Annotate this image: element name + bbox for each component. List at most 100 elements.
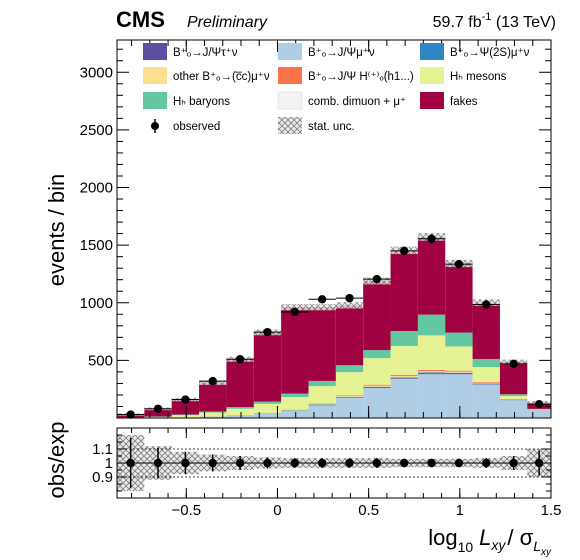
legend-label-fakes: fakes (450, 96, 478, 108)
bar-hb_baryons (363, 350, 391, 359)
main-axes: 500 1000 1500 2000 2500 3000 (80, 39, 552, 419)
bar-hb_mesons (390, 345, 418, 375)
x-tick-label: 1.5 (541, 502, 562, 519)
bar-fakes (335, 305, 364, 366)
luminosity-label: 59.7 fb-1 (13 TeV) (433, 11, 556, 31)
bar-bc_jpsi_mu (308, 405, 336, 418)
bar-bc_psi2s_mu (335, 396, 364, 398)
legend-label-observed: observed (173, 121, 220, 133)
observed-point (181, 395, 190, 404)
main-frame (116, 39, 552, 419)
observed-point (290, 307, 299, 317)
y-tick-label: 2500 (80, 122, 113, 139)
ratio-point (427, 458, 436, 468)
bar-hb_baryons (171, 414, 200, 416)
bar-bc_jpsi_mu (199, 416, 227, 418)
ratio-y-tick-label: 1 (105, 455, 113, 472)
observed-point (126, 410, 135, 419)
bar-hb_baryons (253, 401, 282, 404)
observed-point (345, 293, 354, 303)
ratio-point (208, 458, 217, 468)
observed-point (208, 376, 217, 386)
bar-bc_psi2s_mu (390, 377, 418, 379)
observed-point (482, 300, 491, 309)
bar-fakes (308, 307, 336, 381)
bar-fakes (472, 302, 500, 359)
bar-hb_mesons (363, 358, 391, 385)
bar-other_bc (417, 371, 446, 373)
bar-bc_jpsi_mu (445, 374, 473, 418)
bar-bc_jpsi_hc (417, 369, 446, 372)
y-tick-label: 500 (88, 352, 113, 369)
legend-label-hb_baryons: Hₕ baryons (173, 96, 230, 108)
legend-label-stat: stat. unc. (308, 121, 355, 133)
legend-swatch-fakes (420, 92, 444, 109)
x-tick-label: 0 (273, 502, 281, 519)
bar-hb_baryons (499, 394, 528, 396)
ratio-point (290, 458, 299, 468)
bar-hb_mesons (226, 408, 254, 416)
ratio-point (400, 458, 409, 468)
observed-point (400, 246, 409, 256)
bar-bc_jpsi_mu (527, 410, 551, 418)
bar-hb_mesons (527, 409, 551, 411)
observed-point (235, 355, 245, 364)
observed-point (263, 327, 272, 337)
bar-bc_jpsi_mu (499, 400, 528, 418)
legend-swatch-other_bc (143, 67, 167, 84)
bar-hb_mesons (144, 416, 172, 418)
bar-bc_jpsi_mu (390, 378, 418, 418)
bar-other_bc (363, 385, 391, 387)
legend-label-bc_jpsi_tau: B⁺ₒ→J/Ψτ⁺ν (173, 47, 238, 59)
observed-point (534, 399, 544, 409)
ratio-point (263, 458, 272, 468)
ratio-point (534, 458, 544, 468)
status-label: Preliminary (187, 14, 268, 31)
bar-bc_jpsi_mu (417, 374, 446, 418)
ratio-point (345, 458, 354, 468)
bar-hb_baryons (281, 393, 309, 398)
bar-bc_jpsi_mu (363, 388, 391, 418)
bar-bc_jpsi_mu (472, 384, 500, 418)
bar-bc_jpsi_mu (281, 411, 309, 418)
bar-bc_psi2s_mu (417, 372, 446, 374)
stacked-histogram (117, 236, 551, 418)
x-tick-label: 1 (456, 502, 464, 519)
observed-points (117, 234, 551, 419)
legend-marker-point (151, 122, 159, 130)
ratio-point (126, 458, 135, 468)
ratio-y-tick-label: 0.9 (92, 469, 113, 486)
experiment-label: CMS (116, 7, 165, 32)
ratio-points (117, 437, 551, 489)
legend-label-bc_jpsi_mu: B⁺ₒ→J/Ψμ⁺ν (308, 47, 375, 59)
observed-point (153, 404, 163, 413)
stat-band-bin (281, 303, 309, 311)
bar-hb_mesons (499, 395, 528, 399)
legend-swatch-bc_psi2s_mu (420, 43, 444, 60)
bar-hb_mesons (335, 372, 364, 396)
legend: B⁺ₒ→J/Ψτ⁺ν B⁺ₒ→J/Ψμ⁺ν B⁺ₒ→Ψ(2S)μ⁺ν other B⁺… (143, 43, 530, 134)
legend-swatch-stat (278, 117, 302, 134)
bar-hb_mesons (253, 403, 282, 414)
bar-bc_jpsi_hc (472, 382, 500, 383)
bar-bc_jpsi_hc (363, 384, 391, 386)
bar-other_bc (335, 395, 364, 397)
bar-bc_jpsi_tau (445, 373, 473, 375)
bar-hb_baryons (308, 380, 336, 387)
y-tick-label: 2000 (80, 180, 113, 197)
bar-hb_mesons (281, 397, 309, 410)
ratio-point (482, 458, 491, 468)
legend-label-bc_psi2s_mu: B⁺ₒ→Ψ(2S)μ⁺ν (450, 47, 530, 59)
x-axis-title: log10 Lxy/ σLxy (428, 525, 552, 558)
ratio-axes: 0.911.1−0.5 0 0.5 1 1.5 (92, 427, 562, 519)
observed-point (454, 259, 464, 269)
legend-swatch-comb_dimuon (277, 91, 303, 110)
bar-bc_jpsi_hc (335, 395, 364, 396)
bar-hb_mesons (445, 346, 473, 371)
ratio-point (454, 458, 464, 468)
y-tick-label: 1000 (80, 295, 113, 312)
bar-other_bc (445, 371, 473, 373)
bar-bc_jpsi_hc (445, 370, 473, 372)
bar-hb_baryons (390, 330, 418, 346)
